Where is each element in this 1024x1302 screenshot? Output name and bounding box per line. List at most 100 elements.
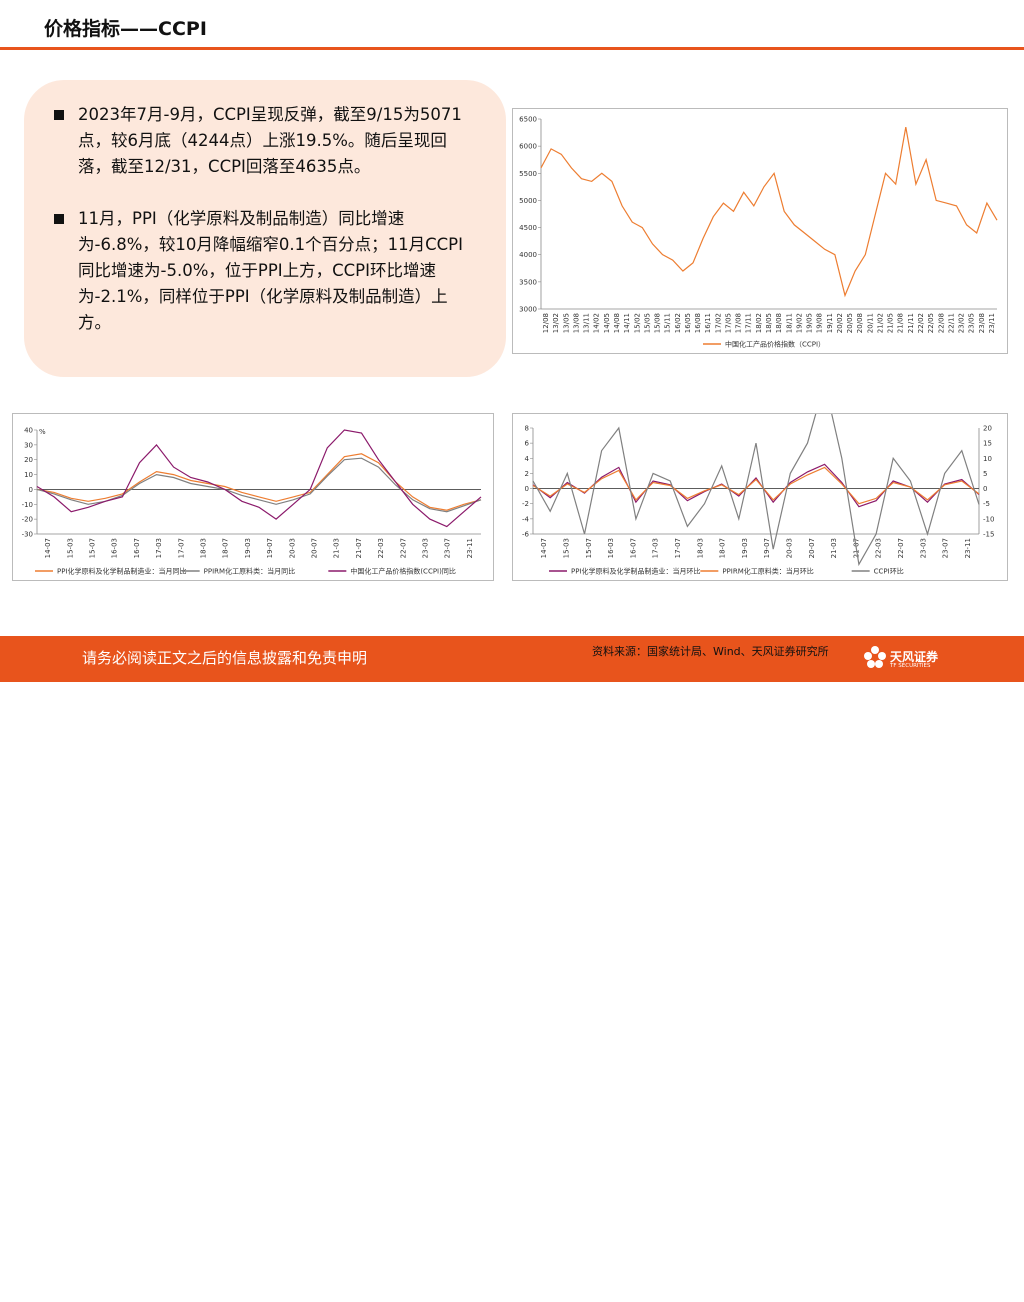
y-tick-label: 10 [24,471,33,479]
x-tick-label: 19/05 [806,313,814,333]
yoy-growth-chart: -30 -20 -10 0 10 20 30 40% 14-07 15-03 15-07 16-03 1… [12,413,494,581]
x-tick-label: 22-03 [377,538,385,558]
x-tick-label: 18/11 [785,313,793,333]
x-tick-label: 22-03 [875,538,883,558]
legend-label: PPIRM化工原料类：当月同比 [204,567,295,576]
x-tick-label: 23-07 [942,538,950,558]
x-tick-label: 15-07 [585,538,593,558]
x-tick-label: 18-07 [719,538,727,558]
x-tick-label: 13/08 [572,313,580,333]
x-tick-label: 17-07 [177,538,185,558]
x-tick-label: 20/05 [846,313,854,333]
x-tick-label: 15/02 [633,313,641,333]
x-tick-label: 19/11 [826,313,834,333]
x-tick-label: 19/02 [795,313,803,333]
bullet-text: 11月，PPI（化学原料及制品制造）同比增速为-6.8%，较10月降幅缩窄0.1… [78,209,463,332]
y-tick-label: 3500 [519,278,537,286]
y-right-tick-label: -15 [983,531,994,539]
y-tick-label: 2 [525,470,529,478]
series-line [36,453,482,511]
x-tick-label: 23-07 [444,538,452,558]
x-tick-label: 17/02 [714,313,722,333]
y-right-tick-label: -5 [983,500,990,508]
legend-label: CCPI环比 [874,567,904,576]
x-tick-label: 20/02 [836,313,844,333]
x-tick-label: 20/11 [866,313,874,333]
y-right-tick-label: 5 [983,470,987,478]
x-tick-label: 14-07 [540,538,548,558]
x-tick-label: 17/08 [735,313,743,333]
y-tick-label: -10 [22,501,33,509]
legend-label: PPIRM化工原料类：当月环比 [722,567,813,576]
x-tick-label: 22-07 [399,538,407,558]
logo-subtitle: TF SECURITIES [890,663,931,669]
logo-flower-icon [864,646,886,668]
series-line [540,126,998,298]
chart-svg: -6 -4 -2 0 2 4 6 8 -15 -10 -5 0 5 10 15 20 14-07 15-03 15-… [522,414,994,576]
summary-callout [24,80,506,377]
x-tick-label: 13/02 [552,313,560,333]
x-tick-label: 17-03 [652,538,660,558]
y-tick-label: 6500 [519,116,537,124]
legend-label: 中国化工产品价格指数(CCPI)同比 [350,567,456,576]
x-tick-label: 17/05 [724,313,732,333]
y-tick-label: 30 [24,441,33,449]
x-tick-label: 15/05 [643,313,651,333]
y-tick-label: 4000 [519,251,537,259]
x-tick-label: 14-07 [44,538,52,558]
y-tick-label: -2 [522,500,529,508]
y-tick-label: 6000 [519,143,537,151]
x-tick-label: 21/05 [887,313,895,333]
legend-label: 中国化工产品价格指数（CCPI） [725,340,825,349]
x-tick-label: 21-03 [333,538,341,558]
y-right-tick-label: -10 [983,515,994,523]
x-tick-label: 22/08 [937,313,945,333]
x-tick-label: 20/08 [856,313,864,333]
x-tick-label: 17-07 [674,538,682,558]
x-tick-label: 21-07 [355,538,363,558]
x-tick-label: 14/08 [613,313,621,333]
x-tick-label: 20-03 [288,538,296,558]
y-tick-label: 0 [525,485,529,493]
x-tick-label: 20-03 [785,538,793,558]
series-line [36,457,482,513]
x-tick-label: 14/02 [593,313,601,333]
x-tick-label: 19-03 [244,538,252,558]
mom-growth-chart: -6 -4 -2 0 2 4 6 8 -15 -10 -5 0 5 10 15 20 14-07 15-03 15-… [512,413,1008,581]
x-tick-label: 16-07 [629,538,637,558]
x-tick-label: 17-03 [155,538,163,558]
bullet-text: 2023年7月-9月，CCPI呈现反弹，截至9/15为5071点，较6月底（42… [78,105,462,176]
x-tick-label: 14/05 [603,313,611,333]
chart-svg: -30 -20 -10 0 10 20 30 40 % 14-07 15-03 15-07 16-03 1… [22,427,482,576]
series-line [36,429,482,528]
y-tick-label: 3000 [519,306,537,314]
x-tick-label: 16-07 [133,538,141,558]
x-tick-label: 15-03 [562,538,570,558]
x-tick-label: 20-07 [808,538,816,558]
y-tick-label: -6 [522,531,530,539]
y-tick-label: 5000 [519,197,537,205]
x-tick-label: 23-11 [964,538,972,558]
x-tick-label: 23/11 [988,313,996,333]
y-right-tick-label: 15 [983,440,992,448]
y-tick-label: -30 [22,531,33,539]
y-right-tick-label: 0 [983,485,987,493]
logo-name: 天风证券 [890,650,939,664]
x-tick-label: 13/11 [583,313,591,333]
x-tick-label: 19-07 [763,538,771,558]
x-tick-label: 12/08 [542,313,550,333]
x-tick-label: 18/05 [765,313,773,333]
x-tick-label: 21/11 [907,313,915,333]
y-tick-label: -20 [22,516,33,524]
y-right-tick-label: 20 [983,425,992,433]
x-tick-label: 21/08 [897,313,905,333]
x-tick-label: 16/11 [704,313,712,333]
x-tick-label: 16-03 [607,538,615,558]
page-number: 5 [986,1286,995,1302]
footer-bar: 请务必阅读正文之后的信息披露和免责申明 5 [0,636,1024,1302]
y-tick-label: 0 [29,486,33,494]
bullet-square-icon [54,110,64,120]
x-tick-label: 13/05 [562,313,570,333]
x-tick-label: 21-03 [830,538,838,558]
